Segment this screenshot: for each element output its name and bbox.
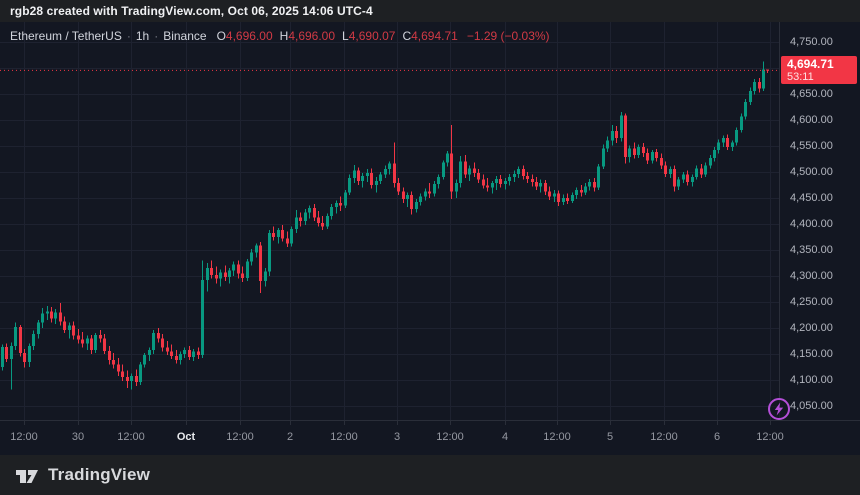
time-axis-label: 12:00: [756, 431, 784, 443]
time-axis-tick: [240, 421, 241, 425]
time-axis-label: 6: [713, 431, 721, 443]
price-axis-label: 4,400.00: [790, 217, 833, 230]
time-axis-tick: [505, 421, 506, 425]
ohlc-item: H4,696.00: [279, 29, 336, 43]
time-axis-label: 12:00: [650, 431, 678, 443]
time-axis-label: 4: [501, 431, 509, 443]
legend-separator: ·: [126, 29, 131, 43]
price-axis-label: 4,350.00: [790, 243, 833, 256]
candles-layer: [1, 61, 769, 390]
attribution-bar: rgb28 created with TradingView.com, Oct …: [0, 0, 860, 22]
legend-separator: ·: [154, 29, 159, 43]
time-axis-tick: [344, 421, 345, 425]
time-axis-label: 5: [606, 431, 614, 443]
price-axis-label: 4,050.00: [790, 400, 833, 413]
price-change: −1.29 (−0.03%): [466, 29, 550, 43]
time-axis-label: 30: [71, 431, 85, 443]
time-axis-label: 12:00: [330, 431, 358, 443]
price-axis-label: 4,600.00: [790, 113, 833, 126]
price-axis-label: 4,300.00: [790, 269, 833, 282]
time-axis-tick: [450, 421, 451, 425]
time-axis-label: 2: [286, 431, 294, 443]
time-scale[interactable]: 12:00 30 12:00 Oct 12:00 2 12:00 3 12:00 4 12:00 5 1…: [0, 420, 860, 455]
bar-countdown: 53:11: [787, 71, 814, 84]
time-axis-label: 12:00: [436, 431, 464, 443]
ohlc-values: O4,696.00 H4,696.00 L4,690.07 C4,694.71: [217, 29, 465, 43]
price-axis-label: 4,100.00: [790, 373, 833, 386]
interval-label[interactable]: 1h: [135, 29, 150, 43]
time-axis-tick: [770, 421, 771, 425]
time-axis-tick: [290, 421, 291, 425]
price-axis-label: 4,500.00: [790, 165, 833, 178]
exchange-label[interactable]: Binance: [163, 29, 207, 43]
time-axis-label: 12:00: [543, 431, 571, 443]
time-axis-label: 12:00: [10, 431, 38, 443]
tradingview-logo-icon[interactable]: [14, 462, 40, 488]
chart-region[interactable]: Ethereum / TetherUS · 1h · Binance O4,69…: [0, 22, 860, 455]
last-price-value: 4,694.71: [787, 57, 834, 72]
ohlc-item: L4,690.07: [342, 29, 396, 43]
time-axis-label: Oct: [176, 431, 196, 443]
time-axis-label: 12:00: [117, 431, 145, 443]
price-axis-label: 4,200.00: [790, 321, 833, 334]
time-axis-tick: [397, 421, 398, 425]
price-axis-label: 4,550.00: [790, 139, 833, 152]
symbol-legend[interactable]: Ethereum / TetherUS · 1h · Binance O4,69…: [10, 28, 550, 44]
boost-lightning-icon[interactable]: [768, 398, 790, 420]
lightning-bolt-icon: [774, 402, 784, 416]
tradingview-wordmark[interactable]: TradingView: [48, 465, 151, 484]
attribution-text: rgb28 created with TradingView.com, Oct …: [10, 4, 373, 18]
price-axis-label: 4,250.00: [790, 295, 833, 308]
price-axis-label: 4,150.00: [790, 347, 833, 360]
time-axis-label: 12:00: [226, 431, 254, 443]
gridlines: [0, 22, 779, 420]
price-axis-label: 4,450.00: [790, 191, 833, 204]
candlestick-plot[interactable]: [0, 22, 779, 420]
ohlc-item: C4,694.71: [402, 29, 458, 43]
symbol-name[interactable]: Ethereum / TetherUS: [10, 29, 122, 43]
time-axis-tick: [186, 421, 187, 425]
ohlc-item: O4,696.00: [216, 29, 273, 43]
time-axis-tick: [78, 421, 79, 425]
time-axis-tick: [664, 421, 665, 425]
last-price-badge: 4,694.71 53:11: [781, 56, 857, 85]
time-axis-tick: [131, 421, 132, 425]
time-axis-tick: [24, 421, 25, 425]
price-scale[interactable]: 4,750.004,700.004,650.004,600.004,550.00…: [779, 22, 860, 420]
price-axis-label: 4,650.00: [790, 87, 833, 100]
footer-bar: TradingView: [0, 455, 860, 495]
time-axis-tick: [610, 421, 611, 425]
price-axis-label: 4,750.00: [790, 35, 833, 48]
time-axis-label: 3: [393, 431, 401, 443]
time-axis-tick: [557, 421, 558, 425]
time-axis-tick: [717, 421, 718, 425]
